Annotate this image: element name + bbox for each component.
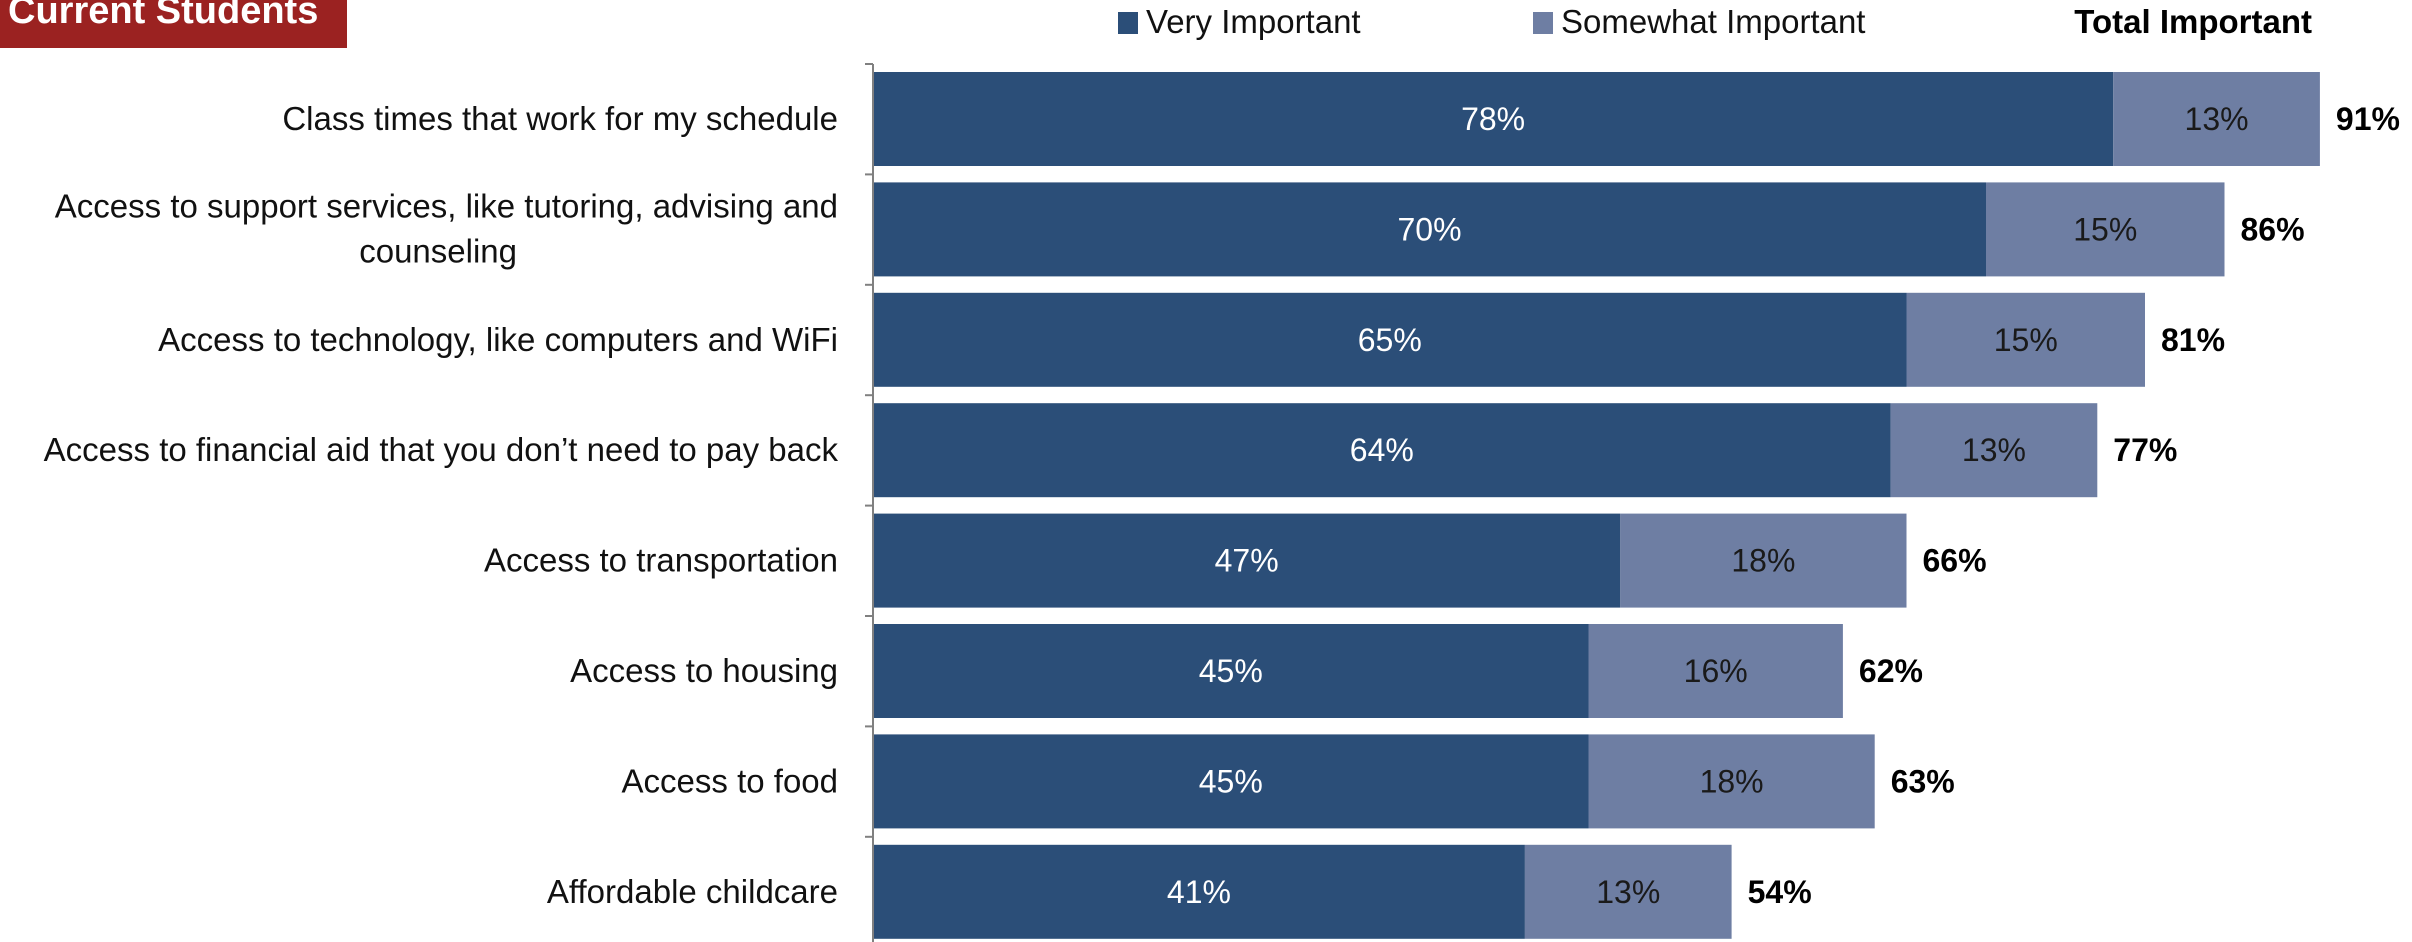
data-label-very-important: 70%: [1397, 211, 1461, 247]
bar-very-important: [873, 624, 1589, 718]
bar-somewhat-important: [1890, 403, 2098, 498]
total-label: 86%: [2241, 211, 2305, 247]
legend-label-somewhat-important: Somewhat Important: [1561, 3, 1865, 40]
bar-somewhat-important: [1620, 513, 1907, 608]
legend-swatch-very-important: [1118, 12, 1138, 34]
legend: Very Important Somewhat Important Total …: [1118, 3, 2312, 40]
data-label-very-important: 65%: [1358, 322, 1422, 358]
data-label-very-important: 41%: [1167, 874, 1231, 910]
total-label: 77%: [2113, 432, 2177, 468]
data-label-somewhat-important: 15%: [1994, 322, 2058, 358]
bar-somewhat-important: [1906, 292, 2145, 387]
data-label-very-important: 78%: [1461, 101, 1525, 137]
bar-somewhat-important: [1588, 734, 1875, 829]
total-label: 81%: [2161, 322, 2225, 358]
data-label-very-important: 47%: [1215, 543, 1279, 579]
bar-very-important: [873, 403, 1891, 498]
data-label-very-important: 64%: [1350, 432, 1414, 468]
bar-very-important: [873, 844, 1525, 939]
category-label: Access to transportation: [484, 542, 838, 579]
category-label: Affordable childcare: [547, 873, 838, 910]
data-label-somewhat-important: 13%: [2185, 101, 2249, 137]
legend-label-very-important: Very Important: [1146, 3, 1361, 40]
total-important-header: Total Important: [2074, 3, 2312, 40]
bar-very-important: [873, 182, 1986, 277]
bar-somewhat-important: [2113, 72, 2320, 166]
bar-very-important: [873, 734, 1589, 829]
bar-very-important: [873, 72, 2114, 166]
category-label: Access to technology, like computers and…: [158, 321, 838, 358]
total-label: 54%: [1748, 874, 1812, 910]
data-label-somewhat-important: 18%: [1700, 763, 1764, 799]
category-label: Access to food: [622, 762, 838, 799]
bar-somewhat-important: [1588, 624, 1843, 718]
total-label: 62%: [1859, 653, 1923, 689]
header-badge: [0, 0, 347, 48]
category-label: Access to support services, like tutorin…: [55, 187, 838, 269]
data-label-somewhat-important: 13%: [1596, 874, 1660, 910]
header-badge-label: Current Students: [8, 0, 318, 32]
data-label-somewhat-important: 15%: [2073, 211, 2137, 247]
total-label: 91%: [2336, 101, 2400, 137]
data-label-somewhat-important: 16%: [1684, 653, 1748, 689]
bar-somewhat-important: [1986, 182, 2225, 277]
plot-area: 78% 13% 91% Class times that work for my sc…: [44, 63, 2400, 942]
data-label-very-important: 45%: [1199, 763, 1263, 799]
bar-very-important: [873, 513, 1621, 608]
data-label-somewhat-important: 13%: [1962, 432, 2026, 468]
bar-very-important: [873, 292, 1907, 387]
bar-somewhat-important: [1524, 844, 1732, 939]
data-label-very-important: 45%: [1199, 653, 1263, 689]
category-label: Class times that work for my schedule: [282, 100, 838, 137]
legend-swatch-somewhat-important: [1533, 12, 1553, 34]
total-label: 63%: [1891, 763, 1955, 799]
category-label: Access to financial aid that you don’t n…: [44, 431, 839, 468]
category-label: Access to housing: [570, 652, 838, 689]
total-label: 66%: [1923, 543, 1987, 579]
data-label-somewhat-important: 18%: [1731, 543, 1795, 579]
